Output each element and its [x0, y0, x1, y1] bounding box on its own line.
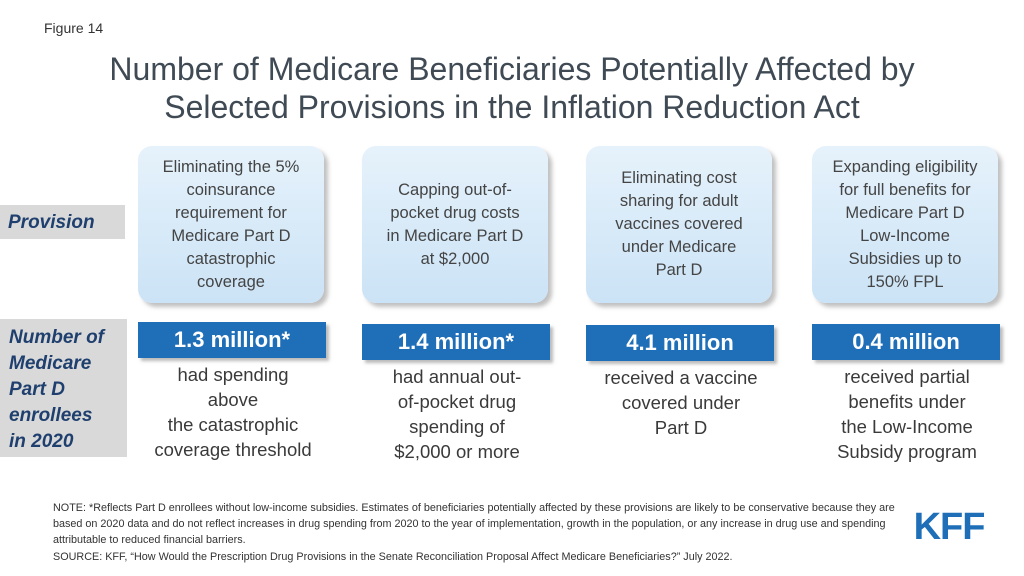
- description-line: received a vaccine: [604, 367, 758, 388]
- row-label-line: in 2020: [9, 431, 74, 452]
- provision-card-3: Eliminating cost sharing for adult vacci…: [586, 146, 772, 303]
- description-line: received partial: [844, 366, 970, 387]
- description-line: benefits under: [848, 391, 966, 412]
- provision-line: requirement for: [175, 203, 287, 222]
- provision-line: coinsurance: [186, 180, 276, 199]
- description-line: above: [207, 389, 259, 410]
- provision-line: 150% FPL: [866, 272, 944, 291]
- provision-line: sharing for adult: [619, 192, 739, 210]
- provision-line: Capping out-of-: [398, 180, 512, 199]
- row-label-line: Number of: [9, 327, 104, 348]
- row-label-line: enrollees: [9, 405, 93, 426]
- provision-line: for full benefits for: [839, 180, 971, 199]
- description-line: covered under: [621, 392, 741, 413]
- source-text: SOURCE: KFF, “How Would the Prescription…: [53, 551, 733, 563]
- row-label-line: Medicare: [9, 353, 92, 374]
- provision-line: Expanding eligibility: [832, 157, 978, 176]
- description-line: of-pocket drug: [397, 391, 517, 412]
- provision-line: Subsidies up to: [848, 249, 962, 268]
- kff-logo: KFF: [914, 506, 984, 545]
- provision-line: pocket drug costs: [390, 203, 520, 222]
- description-4: received partial benefits under the Low-…: [802, 364, 1012, 464]
- provision-line: coverage: [197, 272, 265, 291]
- value-box-3: 4.1 million: [586, 325, 774, 361]
- row-label-number: Number of Medicare Part D enrollees in 2…: [0, 319, 127, 457]
- provision-line: vaccines covered: [615, 215, 743, 233]
- description-1: had spending above the catastrophic cove…: [128, 362, 338, 462]
- description-line: $2,000 or more: [394, 441, 520, 462]
- title-line-2: Selected Provisions in the Inflation Red…: [164, 89, 860, 125]
- description-line: Subsidy program: [837, 441, 977, 462]
- description-3: received a vaccine covered under Part D: [576, 365, 786, 440]
- description-line: Part D: [654, 417, 708, 438]
- provision-card-4: Expanding eligibility for full benefits …: [812, 146, 998, 303]
- value-box-1: 1.3 million*: [138, 322, 326, 358]
- note-text: NOTE: *Reflects Part D enrollees without…: [53, 502, 895, 546]
- provision-line: Part D: [655, 261, 703, 279]
- kff-logo-text: KFF: [914, 506, 984, 545]
- description-2: had annual out- of-pocket drug spending …: [352, 364, 562, 464]
- description-line: had spending: [177, 364, 289, 385]
- title-line-1: Number of Medicare Beneficiaries Potenti…: [109, 51, 915, 87]
- provision-line: catastrophic: [186, 249, 276, 268]
- description-line: the catastrophic: [167, 414, 299, 435]
- figure-label: Figure 14: [44, 20, 104, 36]
- provision-line: Eliminating cost: [621, 169, 737, 187]
- provision-line: in Medicare Part D: [386, 226, 524, 245]
- row-label-line: Part D: [9, 379, 65, 400]
- provision-line: Medicare Part D: [171, 226, 291, 245]
- provision-card-1: Eliminating the 5% coinsurance requireme…: [138, 146, 324, 303]
- provision-line: at $2,000: [420, 249, 490, 268]
- description-line: had annual out-: [392, 366, 522, 387]
- provision-line: Eliminating the 5%: [162, 157, 300, 176]
- provision-line: under Medicare: [621, 238, 737, 256]
- provision-card-2: Capping out-of- pocket drug costs in Med…: [362, 146, 548, 303]
- provision-line: Medicare Part D: [845, 203, 965, 222]
- value-box-2: 1.4 million*: [362, 324, 550, 360]
- value-box-4: 0.4 million: [812, 324, 1000, 360]
- description-line: spending of: [409, 416, 505, 437]
- provision-line: Low-Income: [860, 226, 950, 245]
- row-label-provision: Provision: [0, 205, 125, 239]
- description-line: coverage threshold: [154, 439, 312, 460]
- page-title: Number of Medicare Beneficiaries Potenti…: [40, 50, 984, 126]
- description-line: the Low-Income: [841, 416, 973, 437]
